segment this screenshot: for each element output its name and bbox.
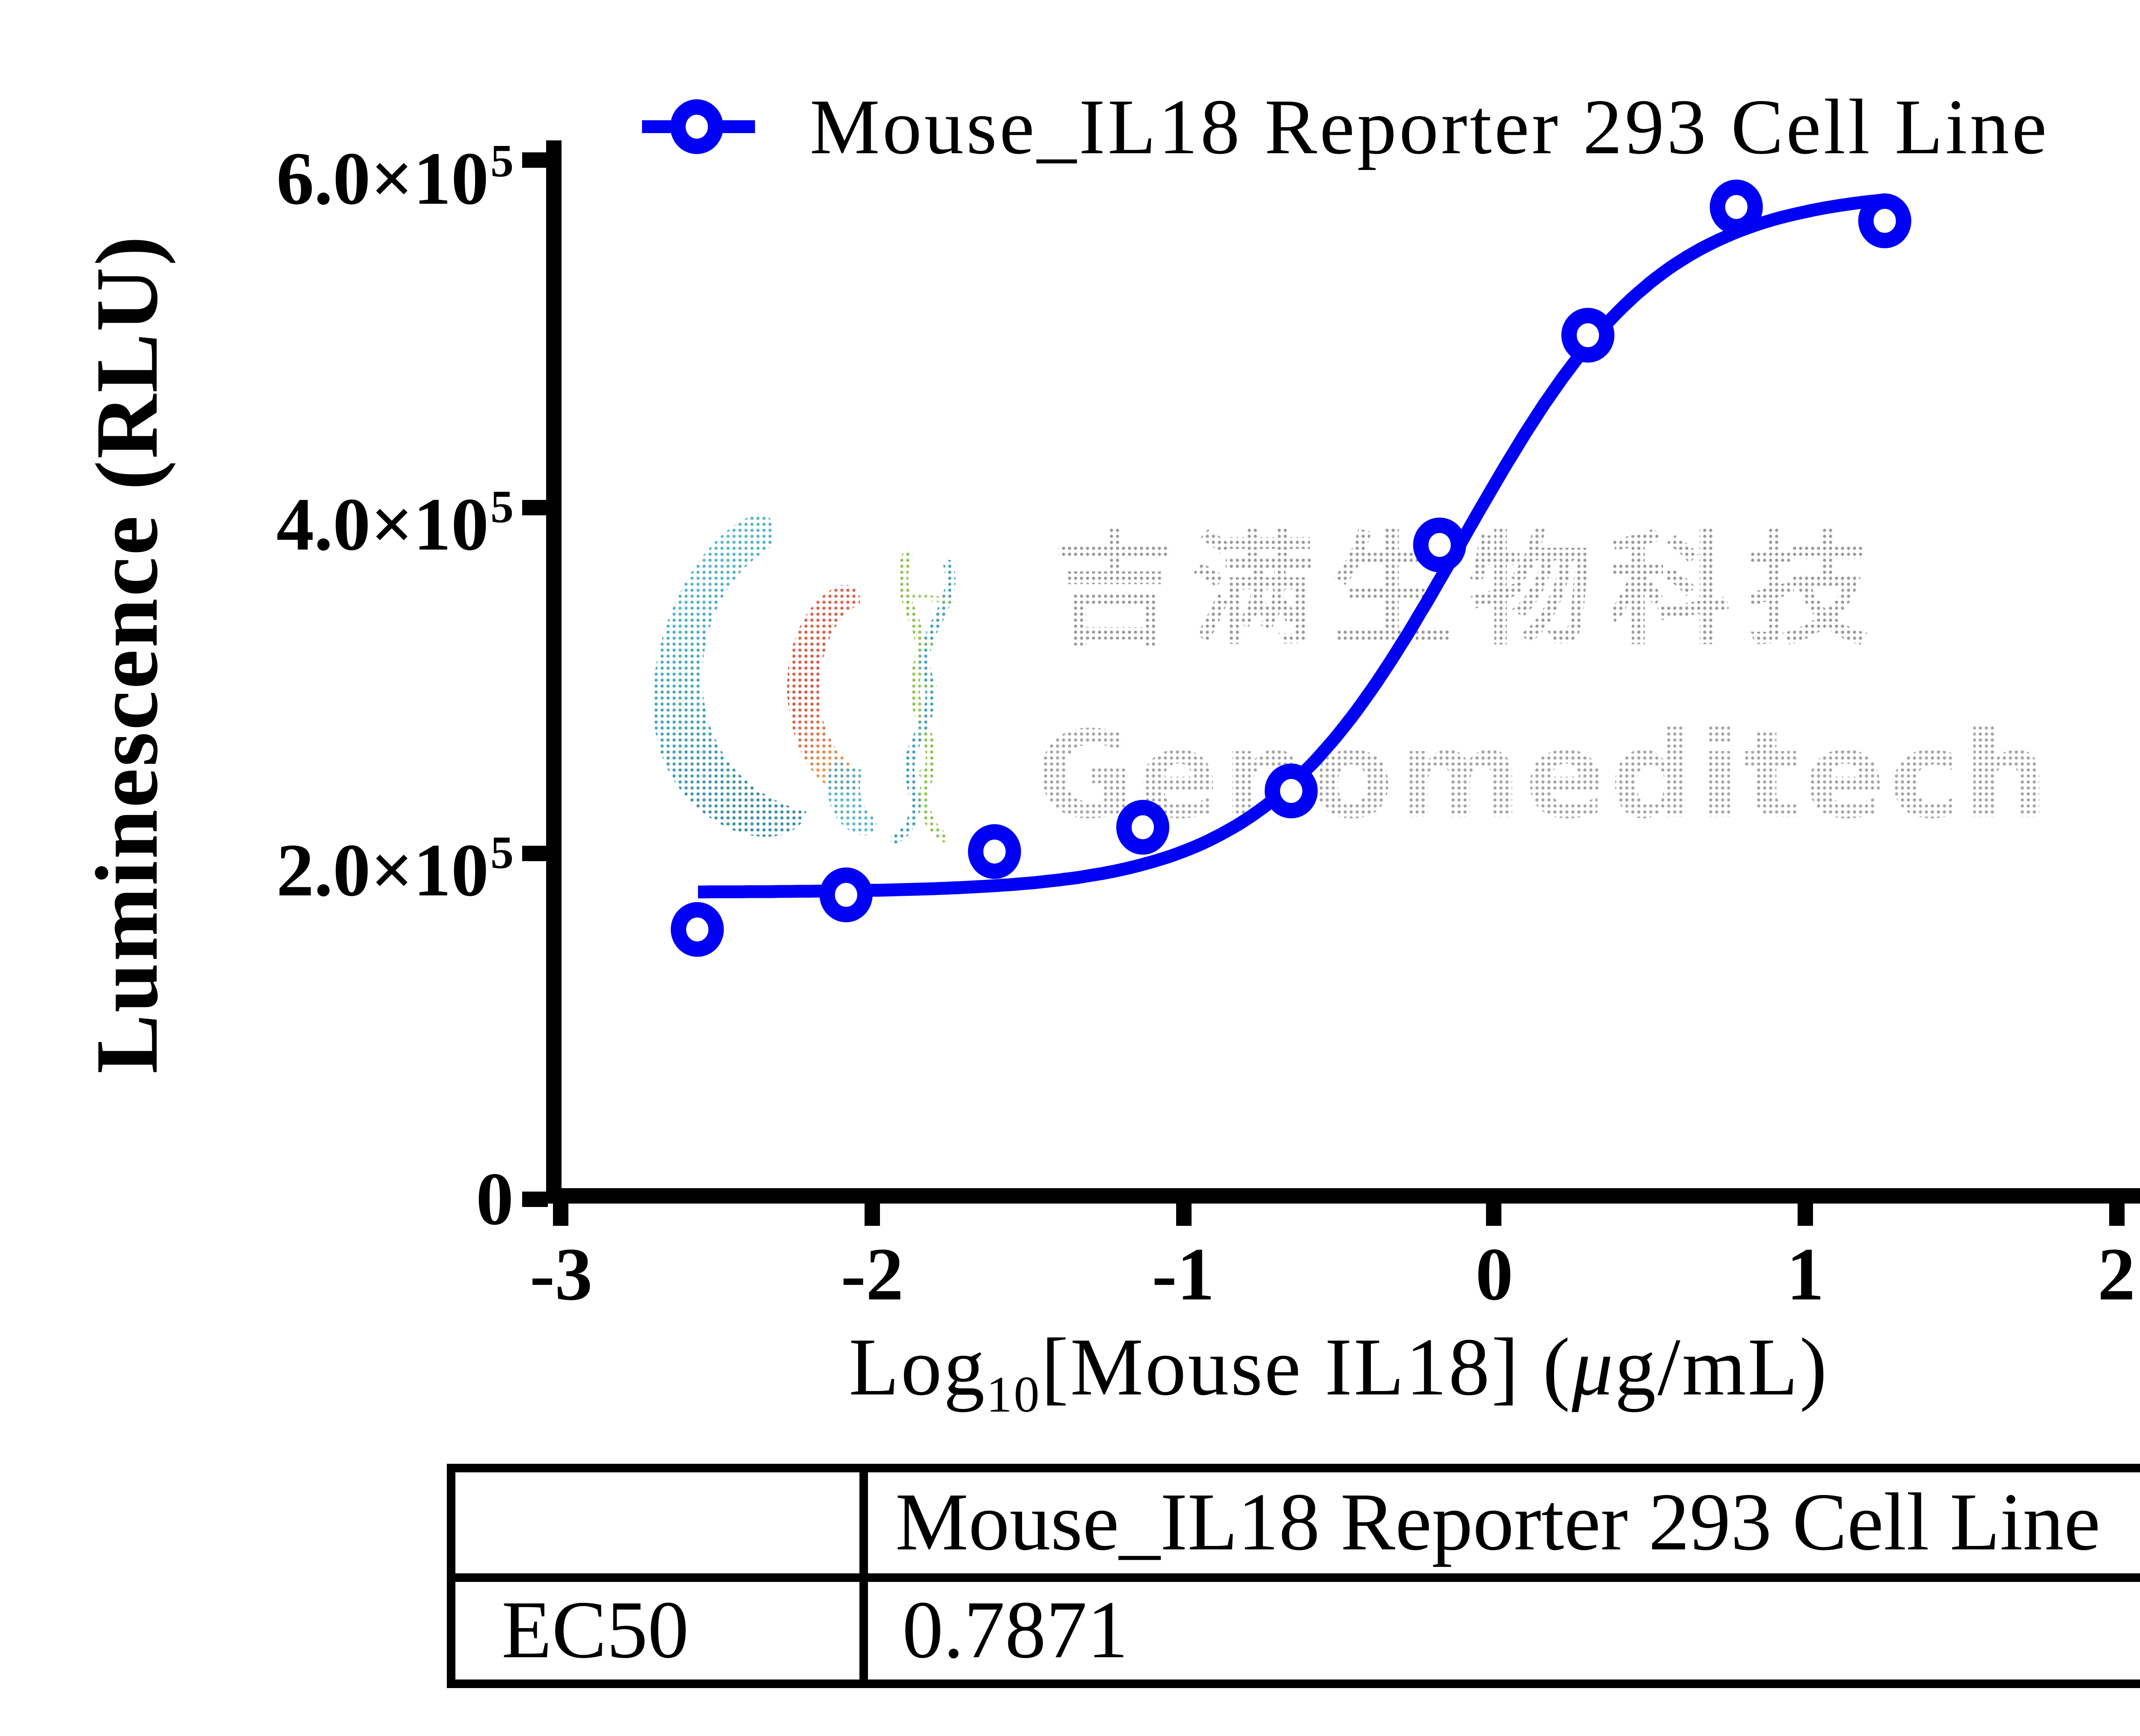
table-ec50-value: 0.7871 <box>902 1585 1128 1676</box>
x-title-log-base: 10 <box>986 1367 1041 1424</box>
table-column-divider <box>859 1464 868 1688</box>
x-axis-title: Log10[Mouse IL18] (μg/mL) <box>849 1321 1828 1425</box>
genomeditech-logo-icon <box>653 513 956 844</box>
x-tick-mark <box>1175 1202 1191 1226</box>
table-header-cell: Mouse_IL18 Reporter 293 Cell Line <box>895 1477 2101 1568</box>
x-tick-mark <box>1798 1202 1813 1226</box>
y-tick-label: 0 <box>476 1157 514 1241</box>
logo-small-swirl <box>827 760 877 835</box>
x-tick-label: -3 <box>529 1233 593 1317</box>
x-tick-mark <box>1486 1202 1502 1226</box>
y-tick-mark <box>522 1192 548 1208</box>
legend-label: Mouse_IL18 Reporter 293 Cell Line <box>810 83 2050 170</box>
x-tick-mark <box>864 1202 880 1226</box>
x-tick-label: 1 <box>1786 1233 1825 1317</box>
watermark-english-text: Genomeditech <box>1036 705 2052 846</box>
x-tick-label: -2 <box>841 1233 904 1317</box>
y-tick-mark <box>522 845 548 861</box>
x-title-log: Log <box>849 1323 987 1413</box>
logo-red-swoosh <box>787 585 860 794</box>
y-axis-title: Luminescence (RLU) <box>80 234 177 1074</box>
table-row-divider <box>447 1573 2140 1582</box>
x-title-mid: [Mouse IL18] ( <box>1041 1323 1572 1413</box>
x-tick-label: -1 <box>1152 1233 1215 1317</box>
y-tick-label: 6.0×10 5 <box>276 134 514 220</box>
x-tick-mark <box>553 1202 569 1226</box>
x-title-mu: μ <box>1572 1323 1615 1413</box>
table-ec50-label: EC50 <box>502 1585 689 1676</box>
table-border-top <box>447 1464 2140 1472</box>
y-tick-label: 2.0×10 5 <box>276 827 514 913</box>
logo-teal-swoosh <box>653 513 806 837</box>
table-border-bottom <box>447 1680 2140 1688</box>
x-tick-label: 2 <box>2098 1233 2135 1317</box>
ec50-table: Mouse_IL18 Reporter 293 Cell Line EC50 0… <box>447 1464 2140 1688</box>
y-tick-label: 4.0×10 5 <box>276 481 514 567</box>
x-axis-line <box>546 1188 2140 1204</box>
x-title-end: g/mL) <box>1614 1323 1829 1413</box>
x-tick-mark <box>2109 1202 2124 1226</box>
watermark-chinese-text: 吉满生物科技 <box>1053 518 1885 662</box>
y-tick-mark <box>522 152 548 168</box>
y-axis-line <box>546 140 562 1204</box>
y-tick-mark <box>522 499 548 514</box>
table-border-left <box>447 1464 455 1688</box>
x-tick-label: 0 <box>1475 1233 1513 1317</box>
